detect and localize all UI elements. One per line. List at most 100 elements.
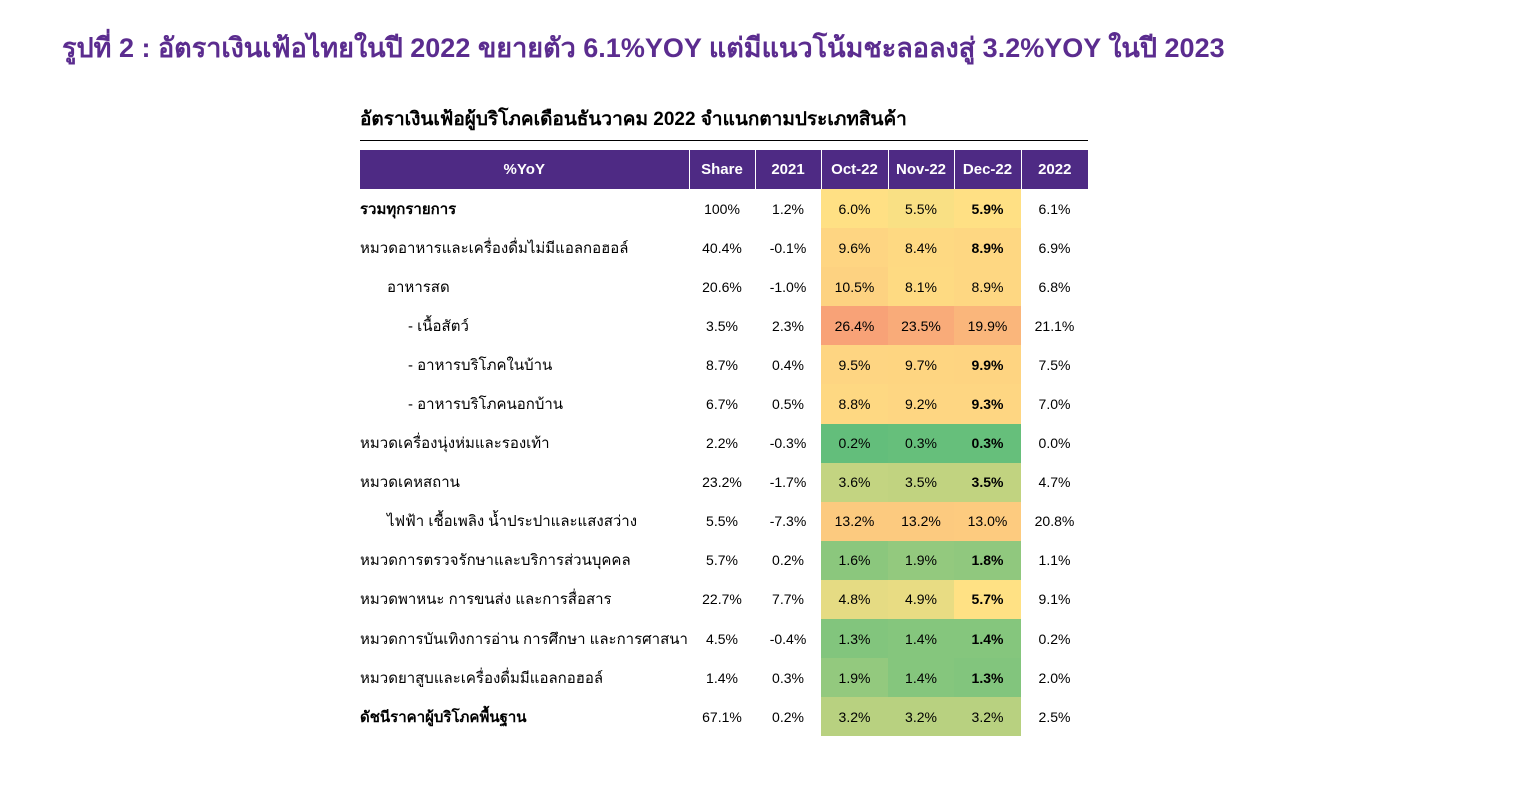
- share-cell: 22.7%: [702, 591, 742, 608]
- oct22-cell: 10.5%: [821, 267, 888, 307]
- column-header-share: Share: [689, 150, 756, 189]
- nov22-cell: 1.9%: [888, 540, 954, 580]
- table-row: หมวดพาหนะ การขนส่ง และการสื่อสาร 22.7% 7.7…: [360, 579, 1088, 620]
- nov22-cell: 5.5%: [888, 189, 954, 229]
- row-label: รวมทุกรายการ: [360, 200, 457, 218]
- nov22-cell: 8.1%: [888, 267, 954, 307]
- row-label: หมวดเคหสถาน: [360, 474, 460, 492]
- y2021-cell: 0.2%: [772, 552, 804, 569]
- y2022-cell: 2.5%: [1038, 708, 1071, 725]
- share-cell: 20.6%: [702, 278, 742, 295]
- y2022-cell: 0.2%: [1038, 630, 1071, 647]
- table-row: ไฟฟ้า เชื้อเพลิง น้ำประปาและแสงสว่าง 5.5%…: [360, 501, 1088, 541]
- oct22-cell: 6.0%: [821, 189, 888, 229]
- header-row: %YoY Share 2021 Oct-22 Nov-22 Dec-22 202…: [360, 150, 1088, 189]
- y2021-cell: -0.4%: [769, 630, 807, 647]
- dec22-cell: 3.5%: [954, 462, 1021, 502]
- nov22-cell: 23.5%: [888, 306, 954, 346]
- row-label: อาหารสด: [387, 278, 450, 296]
- figure-title: รูปที่ 2 : อัตราเงินเฟ้อไทยในปี 2022 ขยา…: [62, 33, 1225, 63]
- y2022-cell: 6.9%: [1038, 239, 1071, 256]
- table-title: อัตราเงินเฟ้อผู้บริโภคเดือนธันวาคม 2022 …: [360, 104, 1088, 141]
- oct22-cell: 1.3%: [821, 619, 888, 659]
- nov22-cell: 13.2%: [888, 501, 954, 541]
- dec22-cell: 1.3%: [954, 658, 1021, 698]
- row-label: - เนื้อสัตว์: [408, 317, 469, 335]
- y2021-cell: 0.5%: [772, 396, 804, 413]
- y2021-cell: 2.3%: [772, 317, 804, 334]
- row-label: หมวดพาหนะ การขนส่ง และการสื่อสาร: [360, 591, 612, 609]
- row-label: หมวดอาหารและเครื่องดื่มไม่มีแอลกอฮอล์: [360, 239, 629, 257]
- share-cell: 2.2%: [706, 435, 738, 452]
- table-body: รวมทุกรายการ 100% 1.2% 6.0% 5.5% 5.9% 6.1% หมวด…: [360, 189, 1088, 737]
- y2022-cell: 2.0%: [1038, 669, 1071, 686]
- dec22-cell: 5.9%: [954, 189, 1021, 229]
- y2022-cell: 7.0%: [1038, 396, 1071, 413]
- y2022-cell: 6.1%: [1038, 200, 1071, 217]
- y2022-cell: 6.8%: [1038, 278, 1071, 295]
- nov22-cell: 9.7%: [888, 345, 954, 385]
- share-cell: 40.4%: [702, 239, 742, 256]
- column-header-nov22: Nov-22: [888, 150, 955, 189]
- oct22-cell: 1.6%: [821, 540, 888, 580]
- table-row: อาหารสด 20.6% -1.0% 10.5% 8.1% 8.9% 6.8%: [360, 267, 1088, 307]
- table-row: หมวดเครื่องนุ่งห่มและรองเท้า 2.2% -0.3% 0.2…: [360, 423, 1088, 463]
- table-row: หมวดการตรวจรักษาและบริการส่วนบุคคล 5.7% 0.…: [360, 540, 1088, 580]
- table-row: รวมทุกรายการ 100% 1.2% 6.0% 5.5% 5.9% 6.1%: [360, 189, 1088, 229]
- table-row: - อาหารบริโภคในบ้าน 8.7% 0.4% 9.5% 9.7% 9.9% 7…: [360, 345, 1088, 385]
- oct22-cell: 3.6%: [821, 462, 888, 502]
- share-cell: 5.7%: [706, 552, 738, 569]
- oct22-cell: 13.2%: [821, 501, 888, 541]
- oct22-cell: 9.5%: [821, 345, 888, 385]
- share-cell: 5.5%: [706, 513, 738, 530]
- row-label: หมวดการตรวจรักษาและบริการส่วนบุคคล: [360, 552, 631, 570]
- table-row: - อาหารบริโภคนอกบ้าน 6.7% 0.5% 8.8% 9.2% 9.3%…: [360, 384, 1088, 424]
- share-cell: 3.5%: [706, 317, 738, 334]
- column-header-2021: 2021: [755, 150, 822, 189]
- nov22-cell: 3.5%: [888, 462, 954, 502]
- nov22-cell: 9.2%: [888, 384, 954, 424]
- nov22-cell: 1.4%: [888, 619, 954, 659]
- y2022-cell: 4.7%: [1038, 474, 1071, 491]
- table-row: หมวดเคหสถาน 23.2% -1.7% 3.6% 3.5% 3.5% 4.7%: [360, 462, 1088, 502]
- row-label: หมวดยาสูบและเครื่องดื่มมีแอลกอฮอล์: [360, 669, 604, 687]
- share-cell: 100%: [704, 200, 740, 217]
- table-row: หมวดอาหารและเครื่องดื่มไม่มีแอลกอฮอล์ 40.…: [360, 228, 1088, 268]
- row-label: - อาหารบริโภคในบ้าน: [408, 356, 553, 374]
- inflation-table: %YoY Share 2021 Oct-22 Nov-22 Dec-22 202…: [360, 150, 1088, 737]
- oct22-cell: 9.6%: [821, 228, 888, 268]
- y2022-cell: 20.8%: [1034, 513, 1075, 530]
- oct22-cell: 8.8%: [821, 384, 888, 424]
- y2021-cell: -1.7%: [769, 474, 807, 491]
- row-label: ไฟฟ้า เชื้อเพลิง น้ำประปาและแสงสว่าง: [387, 513, 638, 531]
- oct22-cell: 3.2%: [821, 697, 888, 737]
- y2021-cell: 7.7%: [772, 591, 804, 608]
- dec22-cell: 13.0%: [954, 501, 1021, 541]
- column-header-oct22: Oct-22: [821, 150, 889, 189]
- nov22-cell: 8.4%: [888, 228, 954, 268]
- y2021-cell: 0.4%: [772, 356, 804, 373]
- column-header-dec22: Dec-22: [954, 150, 1022, 189]
- dec22-cell: 19.9%: [954, 306, 1021, 346]
- dec22-cell: 1.8%: [954, 540, 1021, 580]
- y2021-cell: 0.2%: [772, 708, 804, 725]
- column-header-2022: 2022: [1021, 150, 1088, 189]
- nov22-cell: 0.3%: [888, 423, 954, 463]
- column-header-yoy: %YoY: [360, 150, 690, 189]
- nov22-cell: 1.4%: [888, 658, 954, 698]
- share-cell: 8.7%: [706, 356, 738, 373]
- dec22-cell: 5.7%: [954, 579, 1021, 620]
- share-cell: 6.7%: [706, 396, 738, 413]
- dec22-cell: 3.2%: [954, 697, 1021, 737]
- table-row: หมวดการบันเทิงการอ่าน การศึกษา และการศาส…: [360, 619, 1088, 659]
- dec22-cell: 0.3%: [954, 423, 1021, 463]
- y2022-cell: 21.1%: [1034, 317, 1075, 334]
- row-label: ดัชนีราคาผู้บริโภคพื้นฐาน: [360, 708, 527, 726]
- share-cell: 67.1%: [702, 708, 742, 725]
- y2021-cell: 0.3%: [772, 669, 804, 686]
- share-cell: 23.2%: [702, 474, 742, 491]
- y2021-cell: -1.0%: [769, 278, 807, 295]
- dec22-cell: 9.9%: [954, 345, 1021, 385]
- oct22-cell: 26.4%: [821, 306, 888, 346]
- dec22-cell: 8.9%: [954, 228, 1021, 268]
